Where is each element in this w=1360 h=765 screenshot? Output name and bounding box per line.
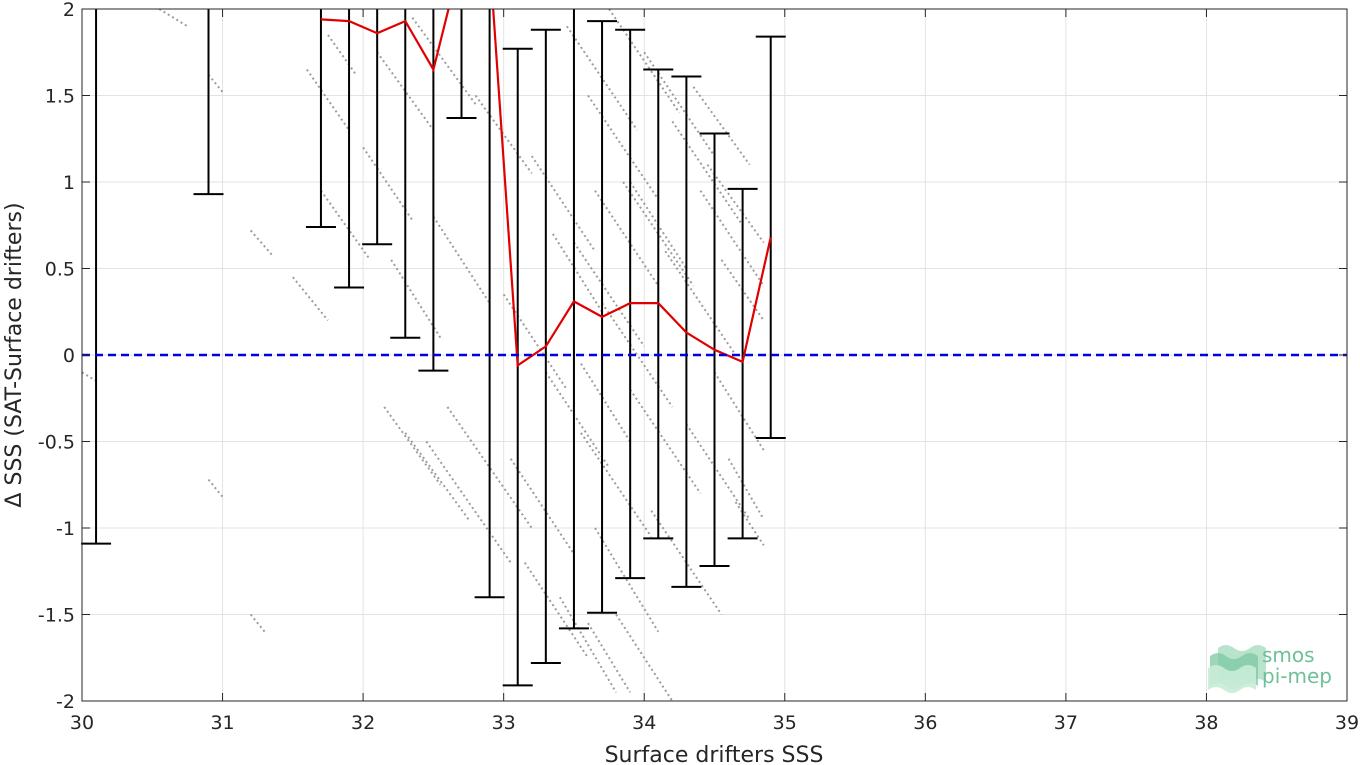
scatter-streak (713, 371, 765, 451)
x-tick-label: 35 (773, 712, 797, 734)
error-bar (474, 9, 505, 599)
y-tick-label: -1.5 (38, 605, 75, 627)
scatter-streak (727, 458, 765, 520)
scatter-streak (664, 250, 737, 356)
y-tick-label: -2 (56, 691, 75, 713)
scatter-streak (474, 94, 533, 174)
x-tick-label: 32 (351, 712, 375, 734)
scatter-streak (587, 622, 632, 693)
scatter-streak (650, 510, 723, 616)
scatter-streak (327, 34, 357, 76)
scatter-streak (320, 190, 371, 261)
x-tick-label: 33 (492, 712, 516, 734)
scatter-streak (706, 164, 765, 244)
scatter-streak (306, 68, 350, 131)
scatter-streak (523, 562, 589, 659)
logo-text-pi-mep: pi-mep (1262, 664, 1332, 688)
scatter-streak (692, 86, 751, 166)
scatter-streak (545, 371, 610, 469)
y-tick-label: 1 (63, 172, 75, 194)
error-bar (362, 9, 393, 246)
scatter-streak (207, 478, 224, 498)
y-tick-label: 0 (63, 345, 75, 367)
scatter-streak (685, 423, 751, 520)
error-bar (727, 187, 758, 540)
error-bar (558, 9, 589, 630)
scatter-streak (432, 216, 491, 304)
scatter-streak (601, 302, 674, 408)
x-tick-label: 39 (1335, 712, 1359, 734)
scatter-streak (615, 613, 674, 702)
x-tick-label: 36 (913, 712, 937, 734)
x-tick-label: 34 (632, 712, 656, 734)
scatter-streak (249, 229, 273, 256)
scatter-streak (383, 406, 442, 486)
scatter-streak (566, 25, 639, 131)
scatter-streak (699, 190, 765, 287)
x-tick-label: 37 (1054, 712, 1078, 734)
error-bar (193, 9, 224, 196)
error-bar (81, 9, 112, 545)
mean-polyline (320, 9, 772, 368)
error-bar (502, 47, 533, 687)
scatter-streak (629, 389, 702, 494)
y-tick-label: -0.5 (38, 432, 75, 454)
x-ticks: 30 31 32 33 34 35 36 37 38 39 (70, 9, 1359, 734)
y-ticks: -2 -1.5 -1 -0.5 0 0.5 1 1.5 2 (38, 0, 1347, 713)
y-tick-label: -1 (56, 518, 75, 540)
logo-wave-front (1208, 665, 1256, 693)
smos-pi-mep-logo: smos pi-mep (1208, 643, 1332, 693)
x-axis-label: Surface drifters SSS (605, 743, 824, 765)
scatter-streak (249, 613, 266, 633)
y-tick-label: 2 (63, 0, 75, 21)
y-tick-label: 0.5 (45, 259, 75, 281)
scatter-streak (608, 8, 681, 114)
scatter-streak (158, 8, 188, 28)
scatter-streak (734, 501, 765, 546)
scatter-streak (502, 293, 568, 391)
y-tick-label: 1.5 (45, 86, 75, 108)
scatter-streak (587, 94, 660, 200)
scatter-streak (580, 363, 632, 443)
scatter-streak (552, 233, 603, 313)
scatter-streak (390, 259, 442, 339)
scatter-streak (207, 74, 224, 93)
scatter-streak (622, 181, 695, 287)
logo-text-smos: smos (1262, 643, 1315, 667)
x-tick-label: 38 (1194, 712, 1218, 734)
scatter-streak (580, 432, 653, 538)
error-bar (305, 9, 336, 228)
y-axis-label: Δ SSS (SAT-Surface drifters) (2, 202, 27, 507)
error-bar (390, 9, 421, 339)
scatter-streak (594, 527, 660, 633)
scatter-streak (292, 276, 329, 322)
scatter-streak (509, 458, 575, 555)
error-bar (446, 9, 477, 119)
scatter-streak (671, 120, 744, 226)
scatter-streak (559, 596, 617, 693)
error-bar (334, 9, 365, 289)
scatter-streak (594, 190, 660, 287)
scatter-streak (573, 241, 646, 347)
scatter-streak (376, 51, 435, 131)
x-tick-label: 30 (70, 712, 94, 734)
mean-line (320, 9, 772, 368)
scatter-streak (530, 155, 596, 252)
error-bar (755, 35, 786, 440)
x-tick-label: 31 (210, 712, 234, 734)
